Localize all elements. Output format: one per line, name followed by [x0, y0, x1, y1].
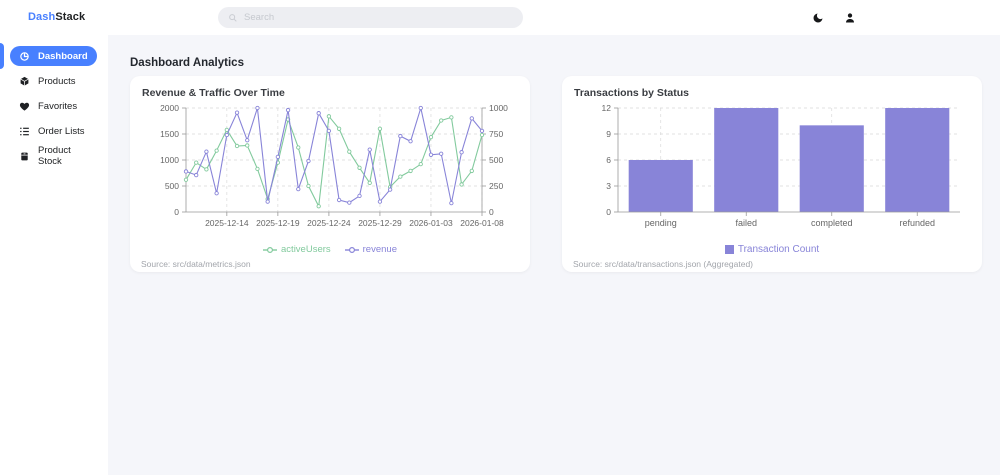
- svg-text:500: 500: [165, 181, 179, 191]
- svg-text:2025-12-14: 2025-12-14: [205, 218, 249, 228]
- svg-text:2026-01-03: 2026-01-03: [409, 218, 453, 228]
- legend-item-revenue: revenue: [344, 244, 397, 255]
- svg-text:pending: pending: [645, 218, 677, 228]
- svg-text:refunded: refunded: [899, 218, 935, 228]
- bar-completed: [799, 125, 864, 212]
- svg-text:1000: 1000: [489, 103, 508, 113]
- sidebar-item-label: Dashboard: [38, 50, 88, 62]
- legend-item-transaction-count: Transaction Count: [724, 244, 819, 255]
- svg-text:3: 3: [606, 181, 611, 191]
- order-list-icon: [20, 127, 29, 135]
- products-icon: [20, 76, 29, 86]
- legend-line-marker: [344, 246, 359, 253]
- svg-text:0: 0: [606, 207, 611, 217]
- heart-icon: [19, 102, 30, 111]
- transactions-bar-chart: 0 3 6 9 12 pending failed completed refunded: [602, 103, 960, 228]
- active-item-indicator: [0, 43, 4, 69]
- svg-text:completed: completed: [811, 218, 853, 228]
- logo-part-dash: Dash: [28, 11, 56, 23]
- user-icon: [846, 13, 854, 23]
- main-content: Dashboard Analytics Revenue & Traffic Ov…: [108, 35, 1000, 475]
- search-input[interactable]: [244, 12, 513, 23]
- search-icon: [229, 13, 237, 22]
- sidebar-item-products[interactable]: Products: [10, 71, 97, 91]
- sidebar-item-label: Order Lists: [38, 125, 85, 137]
- svg-text:2025-12-29: 2025-12-29: [358, 218, 402, 228]
- svg-text:12: 12: [602, 103, 612, 113]
- svg-text:1500: 1500: [160, 129, 179, 139]
- svg-text:500: 500: [489, 155, 503, 165]
- moon-icon: [813, 13, 823, 23]
- line-chart-legend: activeUsers revenue: [140, 243, 520, 256]
- top-header: DashStack: [0, 0, 1000, 35]
- sidebar-item-favorites[interactable]: Favorites: [10, 96, 97, 116]
- svg-text:1000: 1000: [160, 155, 179, 165]
- sidebar-nav: Dashboard Products Favorites Order Lists Pro…: [0, 35, 108, 475]
- bar-failed: [714, 108, 779, 212]
- line-series-revenue: [183, 105, 485, 206]
- sidebar-item-order-lists[interactable]: Order Lists: [10, 121, 97, 141]
- sidebar-item-label: Product Stock: [38, 145, 71, 167]
- bar-chart-title: Transactions by Status: [574, 87, 689, 99]
- account-button[interactable]: [841, 9, 859, 27]
- transactions-card: Transactions by Status 0 3 6 9 12 pending fail…: [562, 76, 982, 272]
- dark-mode-toggle-button[interactable]: [809, 9, 827, 27]
- app-logo: DashStack: [28, 11, 85, 23]
- page-title: Dashboard Analytics: [130, 57, 244, 69]
- sidebar-item-label: Favorites: [38, 100, 78, 112]
- svg-text:6: 6: [606, 155, 611, 165]
- revenue-traffic-line-chart: 0 500 1000 1500 2000 0 250 500 750 1000 2025-12-14…: [160, 103, 508, 228]
- svg-text:750: 750: [489, 129, 503, 139]
- svg-text:250: 250: [489, 181, 503, 191]
- bar-chart-legend: Transaction Count: [572, 243, 972, 256]
- sidebar-item-label: Products: [38, 75, 76, 87]
- search-bar[interactable]: [218, 7, 523, 28]
- legend-item-activeUsers: activeUsers: [263, 244, 331, 255]
- bar-refunded: [885, 108, 950, 212]
- svg-text:2025-12-19: 2025-12-19: [256, 218, 300, 228]
- svg-text:0: 0: [489, 207, 494, 217]
- product-stock-icon: [21, 152, 28, 160]
- sidebar-item-dashboard[interactable]: Dashboard: [0, 43, 97, 69]
- svg-text:2025-12-24: 2025-12-24: [307, 218, 351, 228]
- svg-text:2000: 2000: [160, 103, 179, 113]
- sidebar-item-product-stock[interactable]: Product Stock: [10, 145, 97, 167]
- line-chart-source: Source: src/data/metrics.json: [141, 259, 251, 269]
- dashboard-icon: [20, 51, 29, 61]
- bar-pending: [628, 160, 693, 212]
- revenue-traffic-card: Revenue & Traffic Over Time 0 500 1000 1500…: [130, 76, 530, 272]
- logo-part-stack: Stack: [55, 11, 86, 23]
- svg-text:failed: failed: [735, 218, 757, 228]
- line-chart-title: Revenue & Traffic Over Time: [142, 87, 285, 99]
- bar-chart-source: Source: src/data/transactions.json (Aggr…: [573, 259, 754, 269]
- svg-text:0: 0: [174, 207, 179, 217]
- svg-text:9: 9: [606, 129, 611, 139]
- legend-line-marker: [263, 246, 278, 253]
- legend-square-marker: [724, 245, 734, 254]
- svg-text:2026-01-08: 2026-01-08: [460, 218, 504, 228]
